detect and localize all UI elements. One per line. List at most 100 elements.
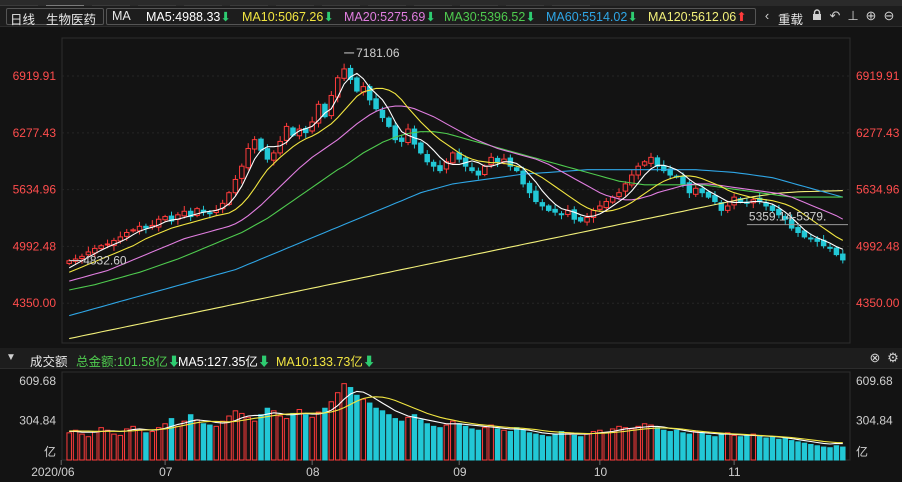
volume-bar xyxy=(98,427,104,461)
candle xyxy=(443,161,450,170)
volume-bar xyxy=(648,424,654,461)
candle xyxy=(424,154,430,163)
candle xyxy=(744,201,750,204)
candle xyxy=(750,199,757,204)
indicator-name[interactable]: MA xyxy=(112,9,131,23)
volume-bar xyxy=(514,427,520,461)
volume-bar xyxy=(814,445,820,461)
volume-bar xyxy=(788,440,795,461)
candle xyxy=(782,215,789,220)
volume-bar xyxy=(629,428,635,461)
candle xyxy=(635,165,641,176)
candle xyxy=(539,202,546,207)
candle xyxy=(277,140,283,154)
volume-bar xyxy=(398,420,405,461)
candle xyxy=(808,237,814,240)
volume-bar xyxy=(443,424,450,461)
candle xyxy=(680,176,686,185)
candle xyxy=(239,165,245,179)
candle xyxy=(763,202,769,207)
hidden-period-tabs xyxy=(0,0,902,6)
price-panel-frame xyxy=(61,37,851,344)
candle xyxy=(136,225,143,232)
volume-indicator-name[interactable]: 成交额 xyxy=(30,355,68,369)
candle xyxy=(232,178,239,194)
volume-bar xyxy=(718,433,725,461)
price-tick-label-left: 4992.48 xyxy=(13,239,57,253)
volume-bar xyxy=(539,434,546,461)
candle xyxy=(507,157,514,167)
candle xyxy=(207,212,213,215)
volume-bar xyxy=(558,431,565,461)
volume-bar xyxy=(219,420,226,461)
zoom-out-icon[interactable]: ⊖ xyxy=(883,8,895,23)
volume-bar xyxy=(66,432,72,461)
volume-tick-label-left: 304.84 xyxy=(19,414,56,428)
candle xyxy=(737,198,744,203)
period-label[interactable]: 日线 xyxy=(10,13,36,27)
volume-bar xyxy=(609,428,616,461)
candle xyxy=(475,170,482,176)
indicator-toolbar: 日线 生物医药 MA MA5:4988.33⬇ MA10:5067.26⬇ MA… xyxy=(0,6,902,27)
volume-bar xyxy=(654,427,661,461)
volume-bar xyxy=(456,423,462,461)
sector-name[interactable]: 生物医药 xyxy=(46,13,97,27)
candle xyxy=(840,253,846,261)
candle xyxy=(450,152,456,164)
volume-bar xyxy=(737,436,744,461)
volume-bar xyxy=(641,423,648,461)
zoom-in-icon[interactable]: ⊕ xyxy=(865,8,877,23)
candle xyxy=(117,236,124,242)
volume-bar xyxy=(501,429,507,461)
rights-button[interactable]: 重载 xyxy=(778,13,804,27)
candle xyxy=(667,168,673,176)
candle xyxy=(264,148,271,160)
close-icon[interactable]: ⊗ xyxy=(869,350,881,365)
candle xyxy=(379,109,386,119)
candle xyxy=(143,225,149,229)
volume-bar xyxy=(680,432,686,461)
volume-bar xyxy=(155,427,162,461)
volume-bar xyxy=(437,427,443,461)
candle xyxy=(66,260,72,264)
lock-icon[interactable] xyxy=(810,9,824,23)
x-tick-label: 10 xyxy=(594,465,608,479)
candle xyxy=(705,191,712,198)
candle xyxy=(686,182,693,194)
volume-bar xyxy=(545,436,552,461)
collapse-icon[interactable]: ▼ xyxy=(6,352,16,363)
ma5-line xyxy=(68,72,844,269)
undo-icon[interactable]: ↶ xyxy=(829,8,841,23)
price-tick-label-left: 6277.43 xyxy=(13,126,57,140)
price-tick-label-left: 4350.00 xyxy=(13,296,57,310)
candle xyxy=(322,103,328,118)
volume-bar xyxy=(462,425,469,461)
pin-icon[interactable]: ⊥ xyxy=(847,8,859,23)
candle xyxy=(590,209,597,218)
volume-bar xyxy=(72,429,79,461)
candle xyxy=(328,94,335,117)
x-tick-label: 09 xyxy=(453,465,467,479)
chevron-left-icon[interactable]: ‹ xyxy=(764,8,770,23)
price-tick-label-right: 4350.00 xyxy=(856,296,900,310)
candle xyxy=(584,216,590,223)
volume-bar xyxy=(124,428,130,461)
candle xyxy=(411,128,418,145)
candle xyxy=(469,167,475,172)
volume-tick-label-right: 亿 xyxy=(856,444,868,459)
volume-bar xyxy=(303,414,309,461)
ma20-line xyxy=(69,105,844,282)
volume-bar xyxy=(763,437,769,461)
candle xyxy=(213,209,219,214)
volume-bar xyxy=(776,438,782,461)
gear-icon[interactable]: ⚙ xyxy=(887,350,899,365)
volume-tick-label-right: 304.84 xyxy=(856,414,893,428)
volume-bar xyxy=(283,418,290,461)
candle xyxy=(200,209,207,213)
candle xyxy=(558,213,565,216)
volume-bar xyxy=(373,407,379,461)
volume-bar xyxy=(271,410,277,461)
candle xyxy=(251,139,258,150)
volume-bar xyxy=(597,429,603,461)
